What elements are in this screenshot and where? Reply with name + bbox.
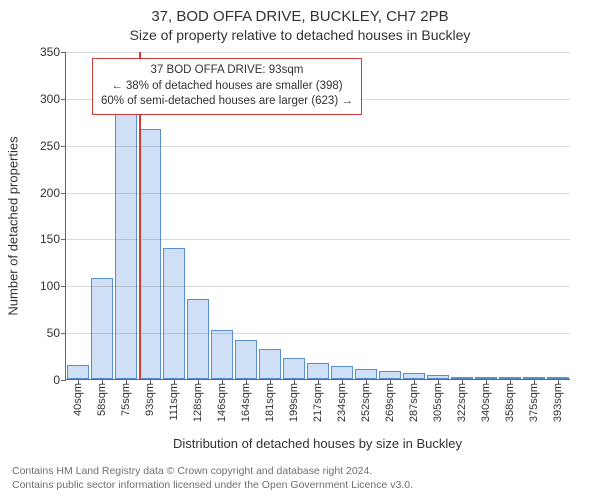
ytick-label: 250: [40, 139, 66, 153]
bar-slot: 305sqm: [426, 52, 450, 379]
xtick-label: 393sqm: [552, 379, 564, 422]
xtick-label: 58sqm: [96, 379, 108, 416]
bar: [139, 129, 161, 379]
gridline: [66, 146, 570, 147]
xtick-label: 234sqm: [336, 379, 348, 422]
bar: [283, 358, 305, 379]
xtick-label: 340sqm: [480, 379, 492, 422]
bar: [67, 365, 89, 379]
bar: [331, 366, 353, 379]
bar-slot: 393sqm: [546, 52, 570, 379]
bar-slot: 269sqm: [378, 52, 402, 379]
xtick-label: 93sqm: [144, 379, 156, 416]
bar: [235, 340, 257, 379]
xtick-label: 287sqm: [408, 379, 420, 422]
xtick-label: 75sqm: [120, 379, 132, 416]
bar-slot: 322sqm: [450, 52, 474, 379]
xtick-label: 305sqm: [432, 379, 444, 422]
xtick-label: 40sqm: [72, 379, 84, 416]
bar-slot: 40sqm: [66, 52, 90, 379]
ytick-label: 200: [40, 186, 66, 200]
chart: Number of detached properties 40sqm58sqm…: [65, 52, 570, 400]
bar-slot: 340sqm: [474, 52, 498, 379]
bar: [211, 330, 233, 379]
annotation-box: 37 BOD OFFA DRIVE: 93sqm ← 38% of detach…: [92, 58, 362, 115]
bar: [259, 349, 281, 379]
gridline: [66, 286, 570, 287]
xtick-label: 164sqm: [240, 379, 252, 422]
ytick-label: 50: [47, 326, 66, 340]
footer: Contains HM Land Registry data © Crown c…: [12, 464, 413, 492]
ytick-label: 300: [40, 92, 66, 106]
xtick-label: 252sqm: [360, 379, 372, 422]
ytick-label: 0: [53, 373, 66, 387]
bar-slot: 358sqm: [498, 52, 522, 379]
footer-line-1: Contains HM Land Registry data © Crown c…: [12, 464, 413, 478]
gridline: [66, 333, 570, 334]
bar: [187, 299, 209, 379]
bar-slot: 375sqm: [522, 52, 546, 379]
gridline: [66, 239, 570, 240]
y-axis-label: Number of detached properties: [6, 136, 21, 315]
xtick-label: 375sqm: [528, 379, 540, 422]
page-title: 37, BOD OFFA DRIVE, BUCKLEY, CH7 2PB: [0, 0, 600, 25]
xtick-label: 322sqm: [456, 379, 468, 422]
bar: [307, 363, 329, 379]
annotation-line-3: 60% of semi-detached houses are larger (…: [101, 94, 353, 110]
plot-area: 40sqm58sqm75sqm93sqm111sqm128sqm146sqm16…: [65, 52, 570, 380]
gridline: [66, 193, 570, 194]
bar: [379, 371, 401, 379]
x-axis-label: Distribution of detached houses by size …: [65, 436, 570, 451]
xtick-label: 146sqm: [216, 379, 228, 422]
ytick-label: 350: [40, 45, 66, 59]
xtick-label: 217sqm: [312, 379, 324, 422]
gridline: [66, 52, 570, 53]
page-subtitle: Size of property relative to detached ho…: [0, 25, 600, 43]
xtick-label: 111sqm: [168, 379, 180, 421]
ytick-label: 100: [40, 279, 66, 293]
xtick-label: 181sqm: [264, 379, 276, 422]
bar: [91, 278, 113, 379]
xtick-label: 269sqm: [384, 379, 396, 422]
xtick-label: 358sqm: [504, 379, 516, 422]
footer-line-2: Contains public sector information licen…: [12, 478, 413, 492]
xtick-label: 128sqm: [192, 379, 204, 422]
xtick-label: 199sqm: [288, 379, 300, 422]
bar: [163, 248, 185, 379]
bar: [355, 369, 377, 379]
annotation-line-1: 37 BOD OFFA DRIVE: 93sqm: [101, 63, 353, 79]
bar-slot: 287sqm: [402, 52, 426, 379]
annotation-line-2: ← 38% of detached houses are smaller (39…: [101, 79, 353, 95]
ytick-label: 150: [40, 232, 66, 246]
